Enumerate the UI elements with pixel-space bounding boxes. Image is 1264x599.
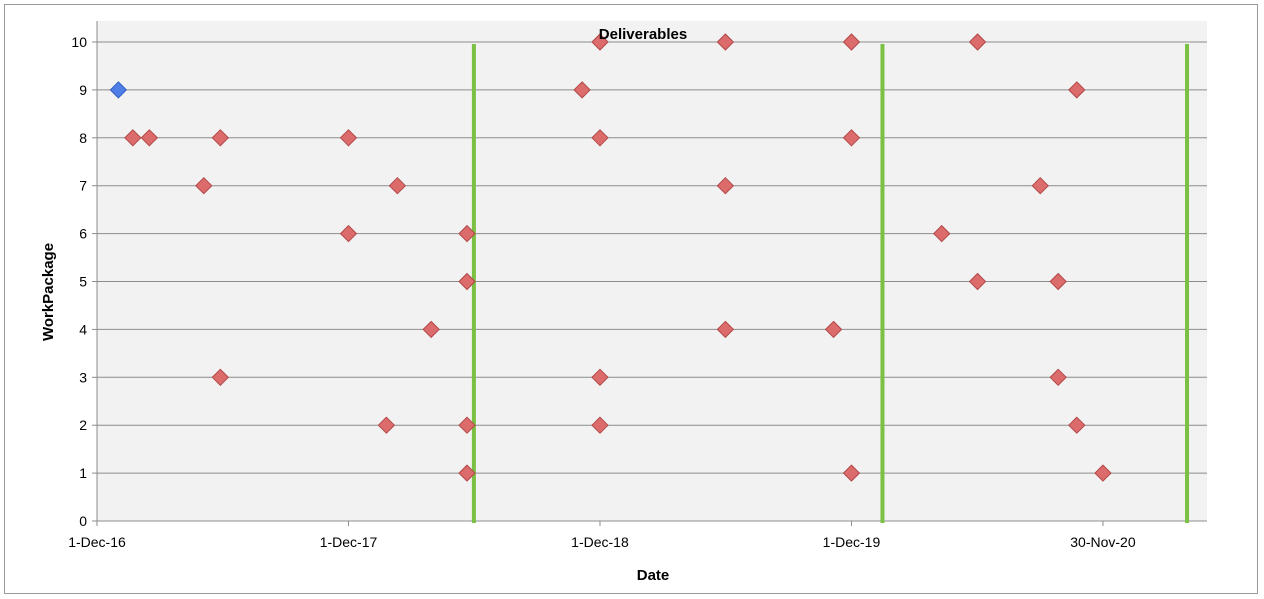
y-tick-label: 1 bbox=[79, 465, 87, 481]
data-point bbox=[1068, 81, 1086, 99]
y-tick-label: 10 bbox=[71, 34, 87, 50]
data-point bbox=[591, 129, 609, 147]
y-tick-label: 4 bbox=[79, 321, 87, 337]
data-point bbox=[124, 129, 142, 147]
y-tick-labels: 0 1 2 3 4 5 6 7 8 9 10 bbox=[71, 34, 87, 529]
data-point bbox=[716, 33, 735, 51]
x-tick-label: 1-Dec-19 bbox=[823, 534, 881, 550]
data-point bbox=[824, 320, 843, 339]
data-point bbox=[458, 272, 476, 291]
x-tick-label: 30-Nov-20 bbox=[1070, 534, 1136, 550]
data-point bbox=[716, 176, 735, 195]
data-point bbox=[109, 81, 128, 99]
data-point bbox=[591, 33, 609, 51]
x-tick-label: 1-Dec-18 bbox=[571, 534, 629, 550]
data-point bbox=[933, 224, 951, 243]
data-point bbox=[211, 129, 230, 147]
data-point bbox=[1094, 464, 1112, 482]
data-point bbox=[591, 416, 609, 434]
data-point bbox=[211, 368, 230, 387]
y-tick-label: 8 bbox=[79, 130, 87, 146]
data-point bbox=[1049, 368, 1067, 387]
data-point bbox=[591, 368, 609, 387]
data-point bbox=[422, 320, 440, 339]
data-point bbox=[458, 224, 476, 243]
chart-title: Deliverables bbox=[599, 26, 687, 43]
x-tick-labels: 1-Dec-16 1-Dec-17 1-Dec-18 1-Dec-19 30-Nov-2… bbox=[68, 534, 1136, 550]
y-tick-label: 0 bbox=[79, 513, 87, 529]
y-tick-label: 9 bbox=[79, 82, 87, 98]
data-point bbox=[842, 33, 861, 51]
data-point bbox=[716, 320, 735, 339]
milestone-lines bbox=[471, 44, 1190, 523]
y-axis-title: WorkPackage bbox=[40, 243, 57, 341]
data-point bbox=[842, 129, 861, 147]
data-point bbox=[842, 464, 861, 482]
data-point bbox=[339, 129, 358, 147]
y-tick-label: 6 bbox=[79, 226, 87, 242]
data-point bbox=[1031, 176, 1049, 195]
data-point bbox=[140, 129, 159, 147]
data-point bbox=[458, 416, 476, 434]
data-point bbox=[195, 176, 213, 195]
data-point bbox=[968, 272, 987, 291]
data-point bbox=[388, 176, 407, 195]
data-point bbox=[1068, 416, 1086, 434]
y-tick-label: 5 bbox=[79, 274, 87, 290]
y-tick-label: 2 bbox=[79, 417, 87, 433]
y-tick-label: 3 bbox=[79, 369, 87, 385]
x-axis-title: Date bbox=[637, 567, 670, 584]
x-tick-label: 1-Dec-16 bbox=[68, 534, 126, 550]
data-point bbox=[339, 224, 358, 243]
data-point bbox=[458, 464, 476, 482]
data-point bbox=[573, 81, 591, 99]
data-point bbox=[377, 416, 396, 434]
data-point bbox=[1049, 272, 1067, 291]
data-point bbox=[968, 33, 987, 51]
x-tick-label: 1-Dec-17 bbox=[320, 534, 378, 550]
y-tick-label: 7 bbox=[79, 178, 87, 194]
gridlines bbox=[97, 41, 1207, 474]
data-points bbox=[109, 33, 1112, 482]
plot-area bbox=[97, 21, 1207, 521]
axes bbox=[92, 21, 1207, 526]
